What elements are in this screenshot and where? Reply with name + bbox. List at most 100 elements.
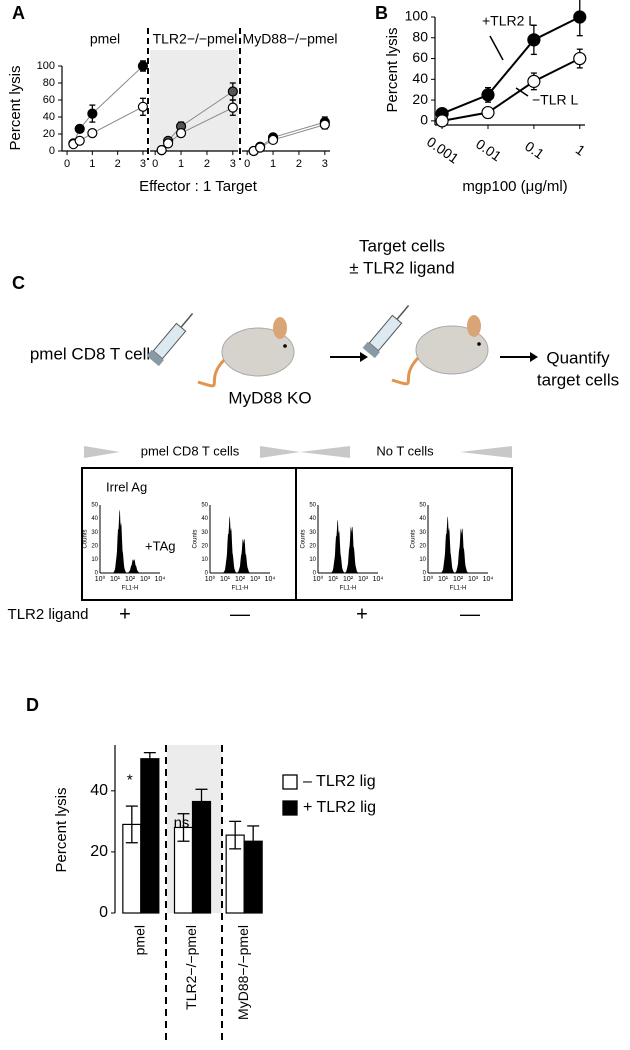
condition: + [356,603,368,625]
data-point [267,134,279,146]
arrow-head [530,352,538,362]
wedge [84,446,120,458]
mouse-eye [283,344,287,348]
hist-y-tick: 50 [201,503,208,509]
wedge [260,446,300,458]
hist-y-tick: 30 [91,530,98,536]
hist-x-tick: 10³ [250,576,261,583]
hist-y-tick: 0 [313,571,317,577]
annotation: * [127,772,133,789]
y-tick-label: 20 [412,91,428,107]
hist-y-label: Counts [83,529,89,548]
y-tick-label: 100 [37,60,55,72]
hist-x-tick: 10² [125,576,136,583]
y-tick-label: 100 [405,8,429,24]
mouse [197,317,295,388]
hist-x-tick: 10⁰ [205,575,216,583]
x-tick-label: MyD88−/−pmel [235,925,251,1020]
hist-x-tick: 10² [235,576,246,583]
x-axis-label: mgp100 (μg/ml) [462,178,567,195]
hist-y-tick: 40 [91,516,98,522]
mouse-tail [391,356,420,386]
series-annotation: −TLR L [532,92,579,108]
y-tick-label: 20 [90,843,108,860]
histogram [210,515,270,573]
hist-y-tick: 0 [423,571,427,577]
wedge [300,446,350,458]
data-point [87,128,98,139]
hist-y-tick: 10 [201,557,208,563]
data-point [319,119,330,130]
y-tick-label: 40 [90,782,108,799]
y-tick-label: 80 [412,28,428,44]
series-annotation: +TLR2 L [482,13,536,29]
hist-x-label: FL1-H [122,586,139,592]
syringe-needle [396,305,410,320]
y-tick-label: 0 [420,112,428,128]
effector-label: pmel CD8 T cell [30,344,150,363]
hist-x-tick: 10² [343,576,354,583]
x-tick-label: 2 [204,158,210,170]
data-point [74,123,85,134]
syringe-plunger [146,349,164,367]
y-tick-label: 0 [49,145,55,157]
hist-x-tick: 10³ [468,576,479,583]
data-point [227,86,238,97]
mouse-body [221,327,295,377]
data-point [87,108,98,119]
peak-label: +TAg [145,538,175,553]
syringe-plunger [362,341,380,359]
legend-label: + TLR2 lig [303,799,376,816]
y-tick-label: 60 [412,49,428,65]
hist-y-tick: 20 [91,543,98,549]
hist-y-tick: 20 [309,543,316,549]
data-point [156,145,167,156]
hist-x-label: FL1-H [450,586,467,592]
wedge [460,446,512,458]
hist-y-tick: 40 [419,516,426,522]
histogram [318,519,378,573]
y-tick-label: 80 [43,77,55,89]
data-point [175,128,187,139]
group-label: No T cells [376,443,434,458]
hist-x-tick: 10¹ [110,576,121,583]
data-point [74,135,85,146]
syringe-barrel [152,322,187,360]
hist-y-tick: 0 [95,571,99,577]
y-axis-label: Percent lysis [53,787,70,872]
hist-y-tick: 30 [201,530,208,536]
hist-y-tick: 50 [419,503,426,509]
hist-x-tick: 10⁰ [423,575,434,583]
x-tick-label: 1 [270,158,276,170]
y-tick-label: 60 [43,94,55,106]
target-label: ± TLR2 ligand [349,258,454,277]
x-tick-label: 3 [140,158,146,170]
x-tick-label: 3 [322,158,328,170]
y-tick-label: 40 [43,111,55,123]
data-point [435,114,449,128]
hist-y-tick: 30 [309,530,316,536]
x-tick-label: 3 [230,158,236,170]
x-tick-label: 0.001 [424,133,462,166]
subplot-title: MyD88−/−pmel [243,31,338,47]
data-point [227,102,238,113]
hist-y-tick: 40 [309,516,316,522]
peak-label: Irrel Ag [106,479,147,494]
subplot-title: TLR2−/−pmel [153,31,238,47]
data-point [527,74,541,88]
arrow-head [360,352,368,362]
x-tick-label: 0 [152,158,158,170]
y-axis-label: Percent lysis [384,27,401,112]
data-point [137,101,149,112]
data-point [255,142,266,153]
y-tick-label: 40 [412,70,428,86]
syringe-needle [180,313,194,328]
x-tick-label: pmel [132,925,148,955]
hist-x-tick: 10³ [140,576,151,583]
data-point [481,105,495,120]
hist-x-label: FL1-H [340,586,357,592]
hist-y-label: Counts [193,529,199,548]
x-tick-label: 0.1 [522,138,547,162]
hist-y-tick: 40 [201,516,208,522]
hist-x-tick: 10⁰ [95,575,106,583]
